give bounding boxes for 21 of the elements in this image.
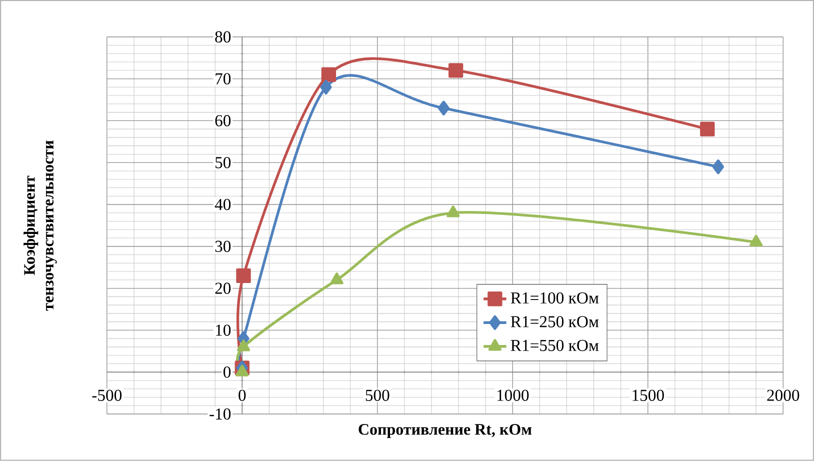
y-tick-label: 30 <box>215 240 231 252</box>
y-tick-label: 70 <box>216 73 231 84</box>
x-tick-label: -500 <box>92 390 122 402</box>
x-tick-label: 1500 <box>632 390 664 402</box>
y-tick-label: -10 <box>210 408 231 420</box>
legend-label: R1=550 кОм <box>510 340 599 352</box>
y-tick-label: 20 <box>215 282 231 294</box>
x-tick-label: 0 <box>238 390 246 402</box>
y-tick-label: 60 <box>215 115 231 126</box>
x-tick-label: 1000 <box>497 390 529 402</box>
legend-label: R1=100 кОм <box>510 292 599 304</box>
legend-label: R1=250 кОм <box>510 316 599 328</box>
y-tick-label: 0 <box>224 366 231 378</box>
x-tick-label: 500 <box>366 390 390 402</box>
y-axis-title: Коэффициент тензочувствительности <box>24 140 57 311</box>
y-tick-label: 50 <box>216 157 231 168</box>
y-tick-label: 40 <box>214 198 231 210</box>
y-tick-label: 10 <box>216 324 231 336</box>
x-axis-title: Сопротивление Rt, кОм <box>358 424 532 438</box>
y-tick-label: 80 <box>215 31 231 43</box>
x-tick-label: 2000 <box>767 390 800 402</box>
